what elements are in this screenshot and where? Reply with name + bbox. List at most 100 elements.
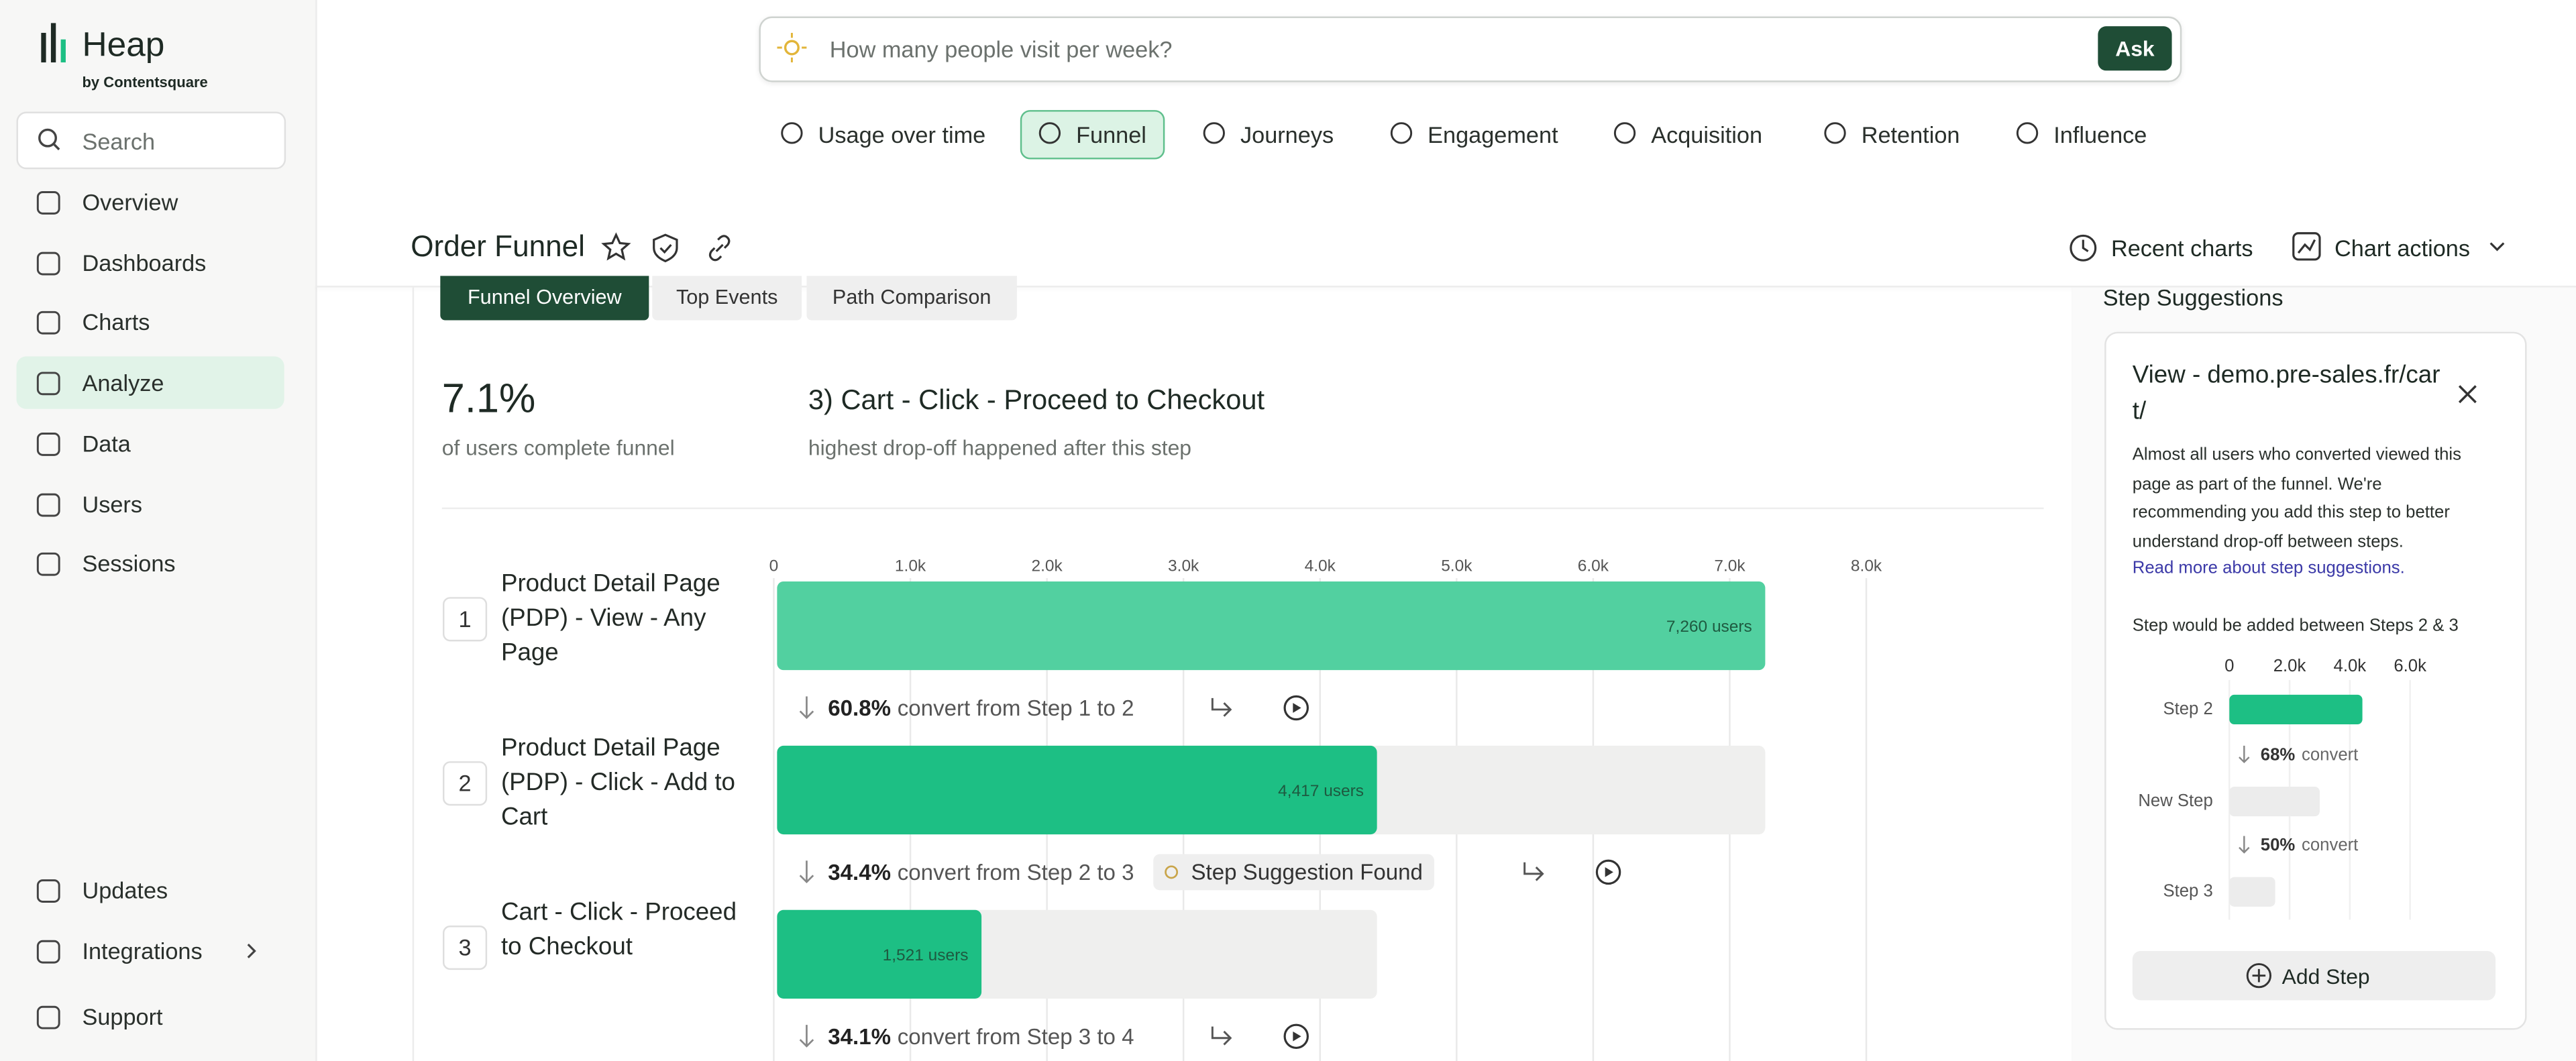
suggestion-between: Step would be added between Steps 2 & 3 bbox=[2132, 616, 2459, 636]
mini-bar bbox=[2229, 694, 2363, 725]
nav-item[interactable]: Integrations bbox=[82, 938, 203, 964]
logo: Heap bbox=[82, 26, 165, 64]
active-nav-bg bbox=[16, 356, 284, 409]
chart-type[interactable]: Influence bbox=[2053, 121, 2147, 148]
ask-placeholder: How many people visit per week? bbox=[829, 36, 1173, 63]
step-number-box bbox=[443, 597, 488, 642]
nav-icon bbox=[36, 372, 60, 396]
mini-down-arrow bbox=[2239, 745, 2250, 764]
mini-conversion: 68% convert bbox=[2261, 745, 2359, 764]
tab[interactable]: Top Events bbox=[652, 276, 802, 321]
replay-play bbox=[1293, 1031, 1301, 1042]
nav-icon bbox=[36, 311, 60, 335]
mini-x-tick-label: 4.0k bbox=[2334, 657, 2367, 675]
nav-item[interactable]: Users bbox=[82, 491, 142, 518]
step-label: Product Detail Page (PDP) - Click - Add … bbox=[500, 734, 735, 832]
replay-icon bbox=[1283, 695, 1309, 721]
chart-type[interactable]: Funnel bbox=[1076, 121, 1146, 148]
down-arrow bbox=[799, 860, 814, 884]
x-tick-label: 2.0k bbox=[1031, 557, 1063, 575]
chart-type[interactable]: Acquisition bbox=[1651, 121, 1763, 148]
suggestion-link[interactable]: Read more about step suggestions. bbox=[2132, 558, 2405, 579]
x-tick-label: 8.0k bbox=[1851, 557, 1882, 575]
badge-icon bbox=[1165, 865, 1179, 879]
nav-icon bbox=[36, 940, 60, 964]
step-number: 2 bbox=[459, 771, 472, 797]
nav-item[interactable]: Updates bbox=[82, 877, 168, 903]
chart-type[interactable]: Usage over time bbox=[818, 121, 986, 148]
chart-type-icon bbox=[781, 122, 803, 144]
recent-charts[interactable]: Recent charts bbox=[2110, 235, 2253, 262]
chart-actions[interactable]: Chart actions bbox=[2334, 235, 2471, 262]
bar bbox=[777, 745, 1377, 835]
nav-item[interactable]: Data bbox=[82, 430, 131, 457]
nav-icon bbox=[36, 552, 60, 576]
nav-item[interactable]: Dashboards bbox=[82, 249, 207, 276]
logo-sub: by Contentsquare bbox=[82, 74, 208, 91]
chart-type-icon bbox=[1203, 122, 1225, 144]
mini-x-tick-label: 2.0k bbox=[2273, 657, 2306, 675]
ask-button[interactable]: Ask bbox=[2098, 26, 2172, 71]
bar bbox=[777, 581, 1766, 671]
search-box[interactable] bbox=[16, 111, 286, 170]
tab[interactable]: Funnel Overview bbox=[440, 276, 649, 321]
ask-icon bbox=[777, 32, 807, 63]
nav-icon bbox=[36, 879, 60, 903]
close-icon[interactable] bbox=[2458, 384, 2477, 404]
nav-icon bbox=[36, 433, 60, 456]
mini-x-tick-label: 0 bbox=[2224, 657, 2234, 675]
nav-item[interactable]: Analyze bbox=[82, 370, 164, 396]
step-label: Product Detail Page (PDP) - View - Any P… bbox=[500, 569, 720, 667]
chart-type-icon bbox=[2016, 122, 2039, 144]
conversion-text: convert from Step 1 to 2 bbox=[898, 696, 1134, 721]
add-step-button[interactable] bbox=[2132, 950, 2496, 1001]
chart-type[interactable]: Retention bbox=[1861, 121, 1960, 148]
conversion-rate: 60.8% bbox=[828, 696, 891, 721]
title-icons bbox=[601, 232, 731, 263]
tab[interactable]: Path Comparison bbox=[806, 276, 1017, 321]
mini-conversion-text: convert bbox=[2302, 836, 2358, 854]
x-tick-label: 7.0k bbox=[1714, 557, 1746, 575]
chart-type-icon bbox=[1390, 122, 1413, 144]
mini-conversion-rate: 68% bbox=[2261, 745, 2296, 764]
chart-type-icon bbox=[1038, 122, 1061, 144]
nav-item[interactable]: Overview bbox=[82, 188, 178, 215]
x-tick-label: 1.0k bbox=[895, 557, 926, 575]
chart-type[interactable]: Engagement bbox=[1428, 121, 1558, 148]
ask-bar[interactable] bbox=[759, 16, 2182, 82]
header-divider bbox=[315, 286, 2576, 288]
add-icon bbox=[2246, 963, 2271, 989]
replay-play bbox=[1293, 703, 1301, 713]
conversion-rate: 34.1% bbox=[828, 1024, 891, 1049]
chart-type[interactable]: Journeys bbox=[1240, 121, 1334, 148]
nav-item[interactable]: Support bbox=[82, 1003, 163, 1030]
bar-value-label: 7,260 users bbox=[1666, 618, 1752, 636]
suggestion-badge-label: Step Suggestion Found bbox=[1191, 860, 1423, 885]
x-tick-label: 5.0k bbox=[1441, 557, 1472, 575]
mini-conversion-rate: 50% bbox=[2261, 836, 2296, 854]
path-icon bbox=[1211, 697, 1232, 717]
x-tick-label: 3.0k bbox=[1168, 557, 1199, 575]
actions-icon bbox=[2292, 232, 2321, 261]
replay-play bbox=[1605, 867, 1613, 877]
chevron bbox=[2489, 242, 2505, 252]
bar-value-label: 4,417 users bbox=[1278, 782, 1364, 800]
suggestion-badge bbox=[1153, 854, 1434, 891]
bar bbox=[777, 909, 982, 999]
nav-item[interactable]: Charts bbox=[82, 309, 150, 335]
dropoff-caption: highest drop-off happened after this ste… bbox=[808, 435, 1192, 460]
recent-icon bbox=[2070, 234, 2097, 262]
suggestion-title: View - demo.pre-sales.fr/cart/ bbox=[2132, 361, 2440, 426]
x-tick-label: 4.0k bbox=[1305, 557, 1336, 575]
mini-conversion: 50% convert bbox=[2261, 836, 2359, 854]
rate-caption: of users complete funnel bbox=[441, 435, 675, 460]
conversion-rate: 34.4% bbox=[828, 860, 891, 885]
suggestion-card bbox=[2104, 331, 2527, 1030]
x-tick-label: 6.0k bbox=[1578, 557, 1609, 575]
mini-conversion-text: convert bbox=[2302, 745, 2358, 764]
mini-bar bbox=[2229, 877, 2275, 907]
step-number-box bbox=[443, 926, 488, 970]
dropoff-step: 3) Cart - Click - Proceed to Checkout bbox=[808, 384, 1265, 416]
nav-item[interactable]: Sessions bbox=[82, 550, 176, 577]
